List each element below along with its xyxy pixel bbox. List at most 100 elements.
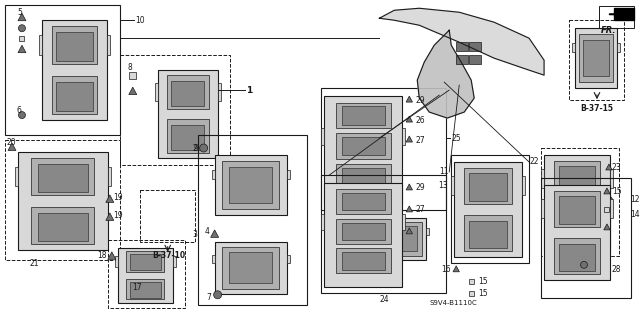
Text: 15: 15 — [478, 289, 488, 298]
Text: 9: 9 — [194, 144, 198, 152]
Bar — [456, 42, 468, 51]
Bar — [572, 43, 575, 52]
Bar — [321, 214, 324, 230]
Bar — [554, 191, 600, 227]
Bar — [56, 32, 93, 61]
Text: 26: 26 — [415, 115, 425, 124]
Bar — [339, 226, 365, 251]
Bar — [171, 81, 204, 106]
Bar — [321, 175, 446, 293]
Polygon shape — [108, 252, 116, 259]
Bar — [559, 244, 595, 271]
Bar — [157, 70, 218, 158]
Bar — [198, 135, 307, 305]
Polygon shape — [614, 8, 634, 20]
Polygon shape — [18, 13, 26, 21]
Polygon shape — [406, 206, 413, 212]
Bar — [38, 213, 88, 241]
Bar — [451, 176, 454, 195]
Bar — [18, 152, 108, 250]
Bar — [39, 35, 42, 55]
Bar — [426, 228, 429, 235]
Polygon shape — [406, 228, 413, 234]
Bar — [469, 42, 481, 51]
Text: B-37-10: B-37-10 — [153, 251, 186, 260]
Bar — [321, 129, 324, 145]
Bar — [166, 119, 209, 153]
Bar — [584, 40, 609, 76]
Text: 29: 29 — [415, 96, 425, 105]
Bar — [336, 249, 390, 273]
Bar — [465, 168, 512, 204]
Bar — [554, 238, 600, 274]
Text: 18: 18 — [97, 251, 107, 260]
Bar — [342, 107, 385, 125]
Bar — [173, 256, 176, 267]
Text: 13: 13 — [438, 182, 448, 190]
Circle shape — [580, 261, 588, 268]
Polygon shape — [380, 8, 544, 75]
Text: 15: 15 — [478, 277, 488, 286]
Bar — [569, 20, 624, 100]
Text: 2: 2 — [193, 144, 198, 152]
Circle shape — [19, 112, 26, 119]
Bar — [336, 164, 390, 190]
Bar — [465, 215, 512, 251]
Bar — [214, 155, 287, 215]
Bar — [559, 214, 595, 241]
Circle shape — [214, 291, 221, 299]
Text: 8: 8 — [128, 63, 132, 72]
Bar — [604, 207, 609, 212]
Polygon shape — [604, 224, 610, 230]
Bar — [451, 155, 529, 263]
Bar — [403, 129, 405, 145]
Bar — [469, 173, 507, 201]
Polygon shape — [211, 230, 219, 237]
Bar — [554, 208, 600, 244]
Bar — [115, 256, 118, 267]
Bar — [31, 207, 94, 244]
Bar — [126, 278, 164, 300]
Text: 3: 3 — [193, 230, 198, 239]
Text: 28: 28 — [612, 265, 621, 274]
Polygon shape — [106, 213, 114, 220]
Bar — [610, 169, 613, 188]
Bar — [330, 218, 374, 260]
Bar — [5, 140, 120, 260]
Bar — [336, 219, 390, 244]
Bar — [212, 255, 214, 263]
Bar — [324, 183, 403, 287]
Bar — [287, 170, 289, 179]
Text: 11: 11 — [439, 167, 448, 176]
Bar — [38, 164, 88, 192]
Text: 6: 6 — [17, 106, 22, 115]
Bar — [599, 6, 634, 28]
Bar — [342, 252, 385, 270]
Bar — [140, 190, 195, 242]
Bar — [336, 103, 390, 129]
Bar — [212, 170, 214, 179]
Bar — [342, 137, 385, 155]
Bar — [120, 55, 230, 165]
Bar — [336, 133, 390, 159]
Bar — [579, 34, 612, 82]
Bar — [222, 247, 279, 289]
Bar — [126, 251, 164, 272]
Bar — [454, 162, 522, 257]
Polygon shape — [453, 266, 460, 272]
Bar — [155, 83, 157, 101]
Bar — [218, 83, 221, 101]
Text: 25: 25 — [451, 134, 461, 143]
Bar — [108, 167, 111, 186]
Bar — [403, 214, 405, 230]
Polygon shape — [406, 184, 413, 190]
Circle shape — [19, 25, 26, 32]
Bar — [15, 167, 18, 186]
Text: 4: 4 — [205, 227, 210, 236]
Bar — [129, 72, 136, 79]
Bar — [52, 76, 97, 114]
Text: 24: 24 — [380, 295, 389, 304]
Bar — [166, 75, 209, 109]
Circle shape — [605, 197, 612, 204]
Text: S9V4-B1110C: S9V4-B1110C — [429, 300, 477, 306]
